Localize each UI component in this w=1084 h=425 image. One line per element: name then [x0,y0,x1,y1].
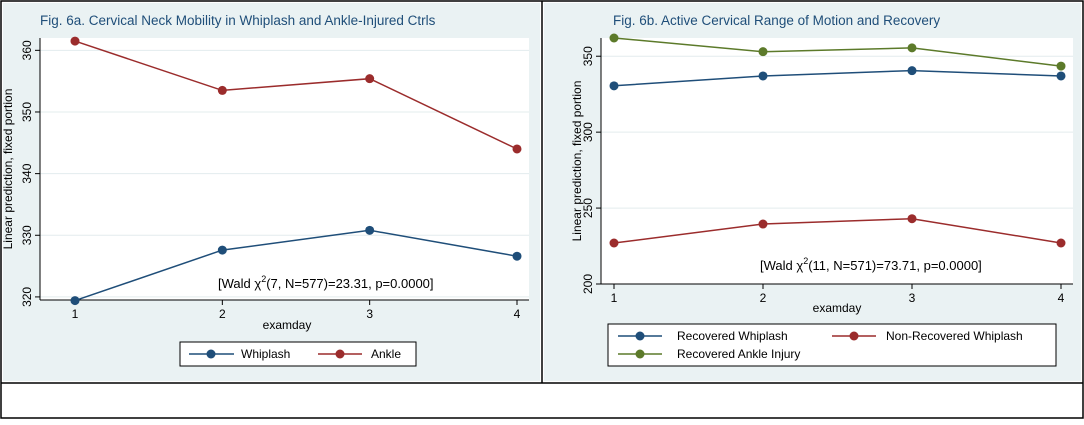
y-tick-label: 250 [581,198,595,218]
panel-b-y-label: Linear prediction, fixed portion [570,81,584,242]
panel-b-x-ticks: 1 2 3 4 [611,284,1065,305]
y-tick-label: 200 [581,274,595,294]
legend-a-ankle-marker [335,349,345,359]
legend-a-whiplash-label: Whiplash [241,347,290,361]
y-tick-label: 350 [20,102,34,122]
panel-b-plot-area [601,38,1073,284]
panel-a: Fig. 6a. Cervical Neck Mobility in Whipl… [1,3,540,381]
panel-a-series [70,36,522,306]
legend-b-recovered-whiplash-label: Recovered Whiplash [677,329,788,343]
data-point [70,296,80,306]
y-tick-label: 350 [581,46,595,66]
data-point [758,47,768,57]
data-point [217,245,227,255]
data-point [70,36,80,46]
legend-b-recovered-ankle-label: Recovered Ankle Injury [677,347,800,361]
series-line-recovered-ankle-injury [613,37,1062,67]
data-point [609,238,619,248]
x-tick-label: 1 [72,307,79,321]
panel-b-annotation-prefix: [Wald χ [760,258,803,273]
legend-a-ankle-label: Ankle [371,347,401,361]
series-line-whiplash [74,229,518,302]
panel-a-annotation-suffix: (7, N=577)=23.31, p=0.0000] [266,276,433,291]
panel-b-y-ticks: 200 250 300 350 [581,46,601,294]
data-point [907,66,917,76]
data-point [365,74,375,84]
panel-a-annotation: [Wald χ2(7, N=577)=23.31, p=0.0000] [218,274,434,291]
data-point [1056,71,1066,81]
data-point [1056,61,1066,71]
panel-b-x-label: examday [813,301,862,315]
x-tick-label: 4 [514,307,521,321]
data-point [1056,238,1066,248]
data-point [758,71,768,81]
y-tick-label: 300 [581,122,595,142]
panel-b-annotation: [Wald χ2(11, N=571)=73.71, p=0.0000] [760,256,982,273]
panel-b-annotation-sup: 2 [803,256,808,266]
panel-a-plot-area [40,38,529,300]
panel-b-legend [607,323,1057,367]
data-point [217,85,227,95]
data-point [907,214,917,224]
panel-a-annotation-sup: 2 [261,274,266,284]
data-point [907,43,917,53]
legend-a-whiplash-marker [206,349,216,359]
panel-b-title: Fig. 6b. Active Cervical Range of Motion… [613,13,940,28]
data-point [609,33,619,43]
y-tick-label: 340 [20,163,34,183]
legend-b-nonrecovered-whiplash-label: Non-Recovered Whiplash [886,329,1023,343]
panel-b-series [609,33,1066,248]
x-tick-label: 1 [611,291,618,305]
panel-a-grid [40,49,529,298]
series-line-ankle [74,40,518,150]
panel-b-annotation-suffix: (11, N=571)=73.71, p=0.0000] [808,258,982,273]
data-point [512,144,522,154]
panel-a-annotation-prefix: [Wald χ [218,276,261,291]
y-tick-label: 320 [20,287,34,307]
x-tick-label: 3 [909,291,916,305]
x-tick-label: 3 [366,307,373,321]
panel-a-y-ticks: 320 330 340 350 360 [20,40,40,307]
series-line-recovered-whiplash [613,69,1062,87]
legend-b-nonrecovered-whiplash-marker [849,331,859,341]
data-point [609,81,619,91]
y-tick-label: 360 [20,40,34,60]
data-point [365,225,375,235]
legend-b-recovered-whiplash-marker [635,331,645,341]
series-line-non-recovered-whiplash [613,217,1062,244]
panel-a-y-label: Linear prediction, fixed portion [1,89,15,250]
legend-b-recovered-ankle-marker [635,349,645,359]
panel-a-title: Fig. 6a. Cervical Neck Mobility in Whipl… [40,13,436,28]
data-point [758,219,768,229]
x-tick-label: 2 [760,291,767,305]
data-point [512,251,522,261]
x-tick-label: 4 [1058,291,1065,305]
x-tick-label: 2 [219,307,226,321]
panel-a-x-label: examday [263,318,312,332]
y-tick-label: 330 [20,225,34,245]
panel-b: Fig. 6b. Active Cervical Range of Motion… [544,3,1081,381]
